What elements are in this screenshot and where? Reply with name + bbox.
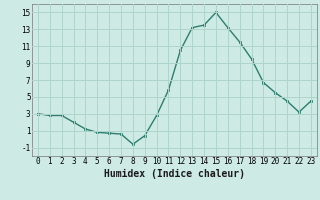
X-axis label: Humidex (Indice chaleur): Humidex (Indice chaleur) [104, 169, 245, 179]
